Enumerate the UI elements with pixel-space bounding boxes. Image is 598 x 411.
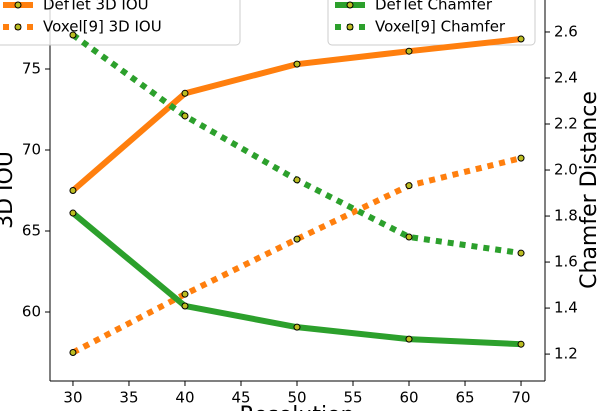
- legend-marker: [346, 23, 354, 31]
- y-axis-label: 3D IOU: [0, 151, 18, 229]
- x-tick-label: 70: [511, 389, 530, 407]
- y-tick-label: 65: [22, 221, 41, 239]
- point: [405, 335, 413, 343]
- series-line: [71, 32, 522, 257]
- point: [293, 323, 301, 331]
- legend-label: DefTet Chamfer: [375, 0, 493, 14]
- point: [293, 176, 301, 184]
- x-tick-label: 50: [287, 389, 306, 407]
- legend-marker: [346, 1, 354, 9]
- point: [517, 154, 525, 162]
- legend-label: Voxel[9] 3D IOU: [43, 18, 162, 36]
- y-tick-label: 70: [22, 141, 41, 159]
- x-tick-label: 30: [63, 389, 82, 407]
- point: [405, 182, 413, 190]
- point: [69, 348, 77, 356]
- point: [293, 60, 301, 68]
- point: [181, 89, 189, 97]
- x-axis-label: Resolution: [240, 403, 355, 411]
- point: [69, 209, 77, 217]
- legend-box: [0, 0, 241, 46]
- y2-axis-label: Chamfer Distance: [577, 91, 598, 289]
- point: [517, 340, 525, 348]
- x-tick-label: 55: [343, 389, 362, 407]
- y2-tick-label: 2.0: [554, 161, 578, 179]
- legend-label: DefTet 3D IOU: [43, 0, 149, 14]
- point: [69, 31, 77, 39]
- x-tick-label: 45: [231, 389, 250, 407]
- x-tick-label: 60: [399, 389, 418, 407]
- y2-tick-label: 1.6: [554, 253, 578, 271]
- x-tick-label: 65: [455, 389, 474, 407]
- x-tick-label: 40: [175, 389, 194, 407]
- x-tick-label: 35: [119, 389, 138, 407]
- y2-tick-label: 2.4: [554, 68, 578, 86]
- y-tick-label: 75: [22, 60, 41, 78]
- point: [517, 249, 525, 257]
- point: [181, 112, 189, 120]
- y2-tick-label: 2.2: [554, 115, 578, 133]
- point: [69, 187, 77, 194]
- point: [517, 35, 525, 43]
- legend-box: [327, 0, 536, 46]
- y2-tick-label: 1.2: [554, 345, 578, 363]
- point: [405, 47, 413, 55]
- series-line: [71, 155, 522, 356]
- point: [181, 290, 189, 298]
- y2-tick-label: 1.8: [554, 207, 578, 225]
- y2-tick-label: 2.6: [554, 22, 578, 40]
- point: [293, 235, 301, 243]
- legend-label: Voxel[9] Chamfer: [375, 18, 506, 36]
- y2-tick-label: 1.4: [554, 299, 578, 317]
- y-tick-label: 60: [22, 302, 41, 320]
- legend-marker: [14, 23, 22, 31]
- legend-marker: [14, 1, 22, 9]
- point: [405, 233, 413, 241]
- point: [181, 302, 189, 310]
